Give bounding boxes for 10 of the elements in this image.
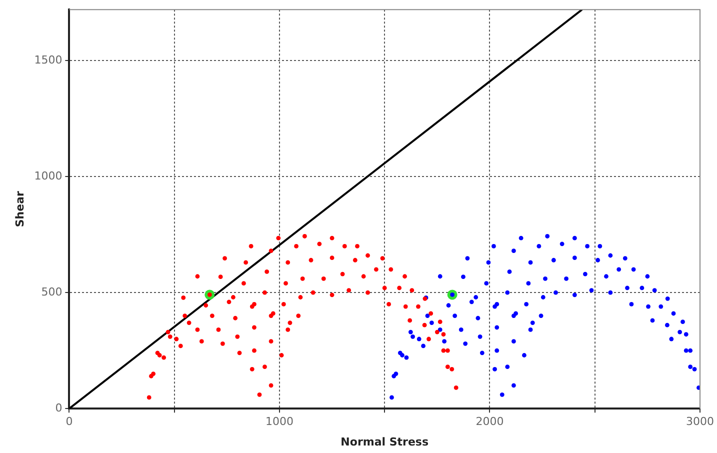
x-axis-title: Normal Stress — [340, 435, 429, 448]
x-tick-label: 3000 — [686, 415, 714, 428]
y-axis-title: Shear — [13, 190, 26, 228]
y-tick-label: 1500 — [34, 53, 62, 66]
x-tick-label: 2000 — [476, 415, 504, 428]
y-tick-label: 1000 — [34, 169, 62, 182]
y-tick-label: 0 — [55, 401, 62, 414]
x-tick-label: 1000 — [265, 415, 294, 428]
x-tick-label: 0 — [66, 415, 73, 428]
y-tick-label: 500 — [41, 285, 62, 298]
